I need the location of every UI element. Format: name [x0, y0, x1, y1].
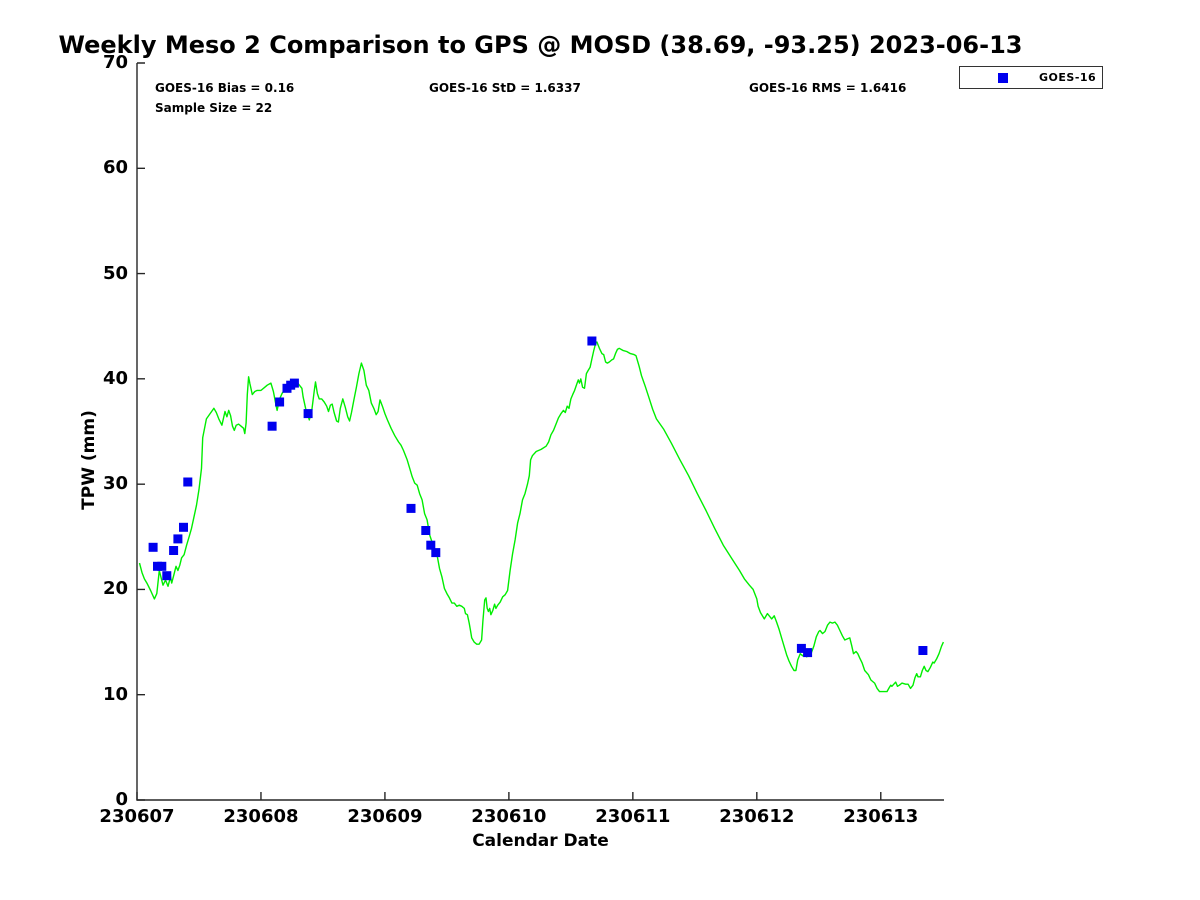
y-tick-label: 20	[102, 578, 128, 600]
x-tick-label: 230610	[471, 806, 547, 827]
y-tick-label: 40	[102, 367, 128, 389]
goes16-point-marker	[431, 548, 441, 558]
x-tick-label: 230608	[223, 806, 299, 827]
axis-spines	[136, 63, 944, 801]
goes16-point-marker	[169, 546, 179, 555]
x-tick-label: 230609	[347, 806, 423, 827]
goes16-point-marker	[173, 534, 183, 544]
goes16-point-marker	[796, 643, 806, 653]
goes16-point-marker	[587, 336, 597, 346]
goes16-point-marker	[162, 571, 172, 581]
goes16-point-marker	[183, 477, 193, 487]
goes16-point-marker	[421, 526, 431, 535]
gps-line	[138, 341, 945, 693]
stat-bias: GOES-16 Bias = 0.16	[155, 81, 295, 95]
y-tick-label: 70	[102, 52, 128, 73]
goes16-point-marker	[157, 561, 167, 571]
goes16-point-marker	[406, 503, 416, 513]
goes16-point-marker	[918, 646, 928, 655]
legend: GOES-16	[959, 66, 1103, 89]
goes16-legend-label: GOES-16	[1039, 71, 1097, 84]
goes16-point-marker	[289, 378, 299, 388]
stat-sample-size: Sample Size = 22	[155, 101, 273, 115]
x-tick-label: 230611	[595, 806, 671, 827]
goes16-point-marker	[179, 522, 188, 532]
x-tick-label: 230613	[843, 806, 919, 827]
chart-title: Weekly Meso 2 Comparison to GPS @ MOSD (…	[58, 31, 1023, 59]
goes16-point-marker	[148, 542, 158, 552]
x-tick-label: 230607	[99, 806, 175, 827]
x-tick-label: 230612	[719, 806, 795, 827]
stat-std: GOES-16 StD = 1.6337	[429, 81, 581, 95]
stat-rms: GOES-16 RMS = 1.6416	[749, 81, 907, 95]
x-axis-label: Calendar Date	[472, 831, 609, 851]
y-tick-label: 0	[115, 789, 128, 810]
goes16-point-marker	[303, 409, 313, 419]
y-tick-label: 60	[102, 157, 128, 179]
goes16-point-marker	[267, 421, 277, 431]
goes16-point-marker	[426, 540, 436, 550]
axis-ticks	[136, 62, 882, 801]
y-tick-label: 10	[102, 683, 128, 705]
goes16-legend-marker-icon	[998, 72, 1008, 83]
y-tick-label: 30	[102, 473, 128, 495]
y-tick-label: 50	[102, 262, 128, 284]
goes16-point-marker	[275, 397, 285, 407]
goes16-point-marker	[803, 648, 813, 658]
